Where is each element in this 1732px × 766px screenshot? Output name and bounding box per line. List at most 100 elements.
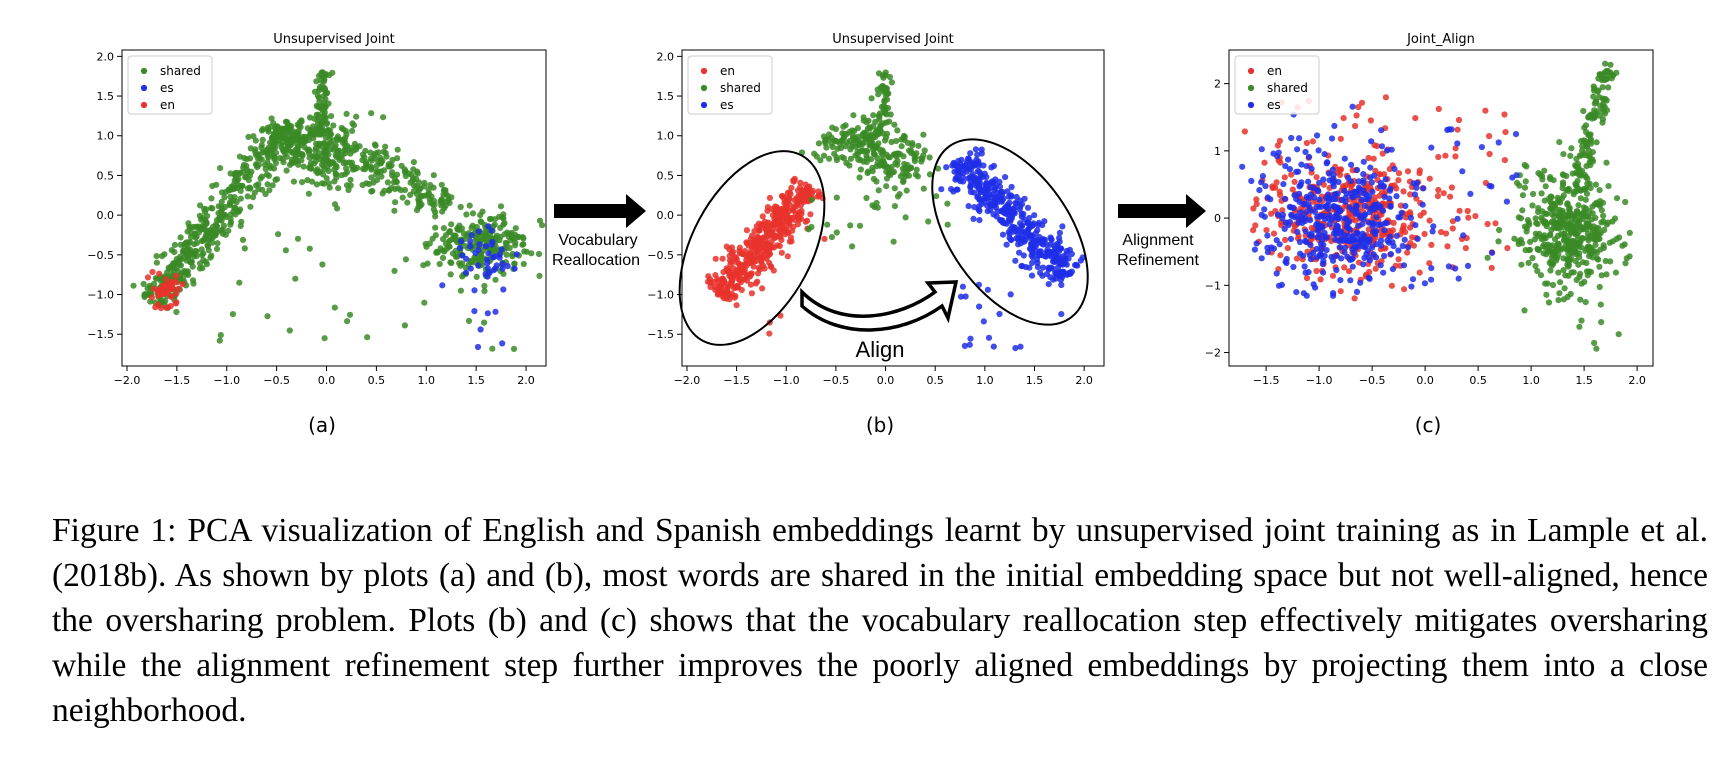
point-shared — [862, 134, 869, 141]
point-shared — [820, 152, 828, 159]
point-es — [1367, 164, 1374, 171]
point-es — [1286, 166, 1293, 173]
point-shared — [1551, 236, 1559, 243]
point-es — [980, 195, 987, 202]
point-es — [1045, 264, 1052, 271]
point-es — [1063, 261, 1070, 268]
point-shared — [428, 193, 435, 200]
point-es — [1387, 251, 1394, 258]
point-es — [1331, 203, 1338, 210]
point-shared — [218, 189, 226, 196]
point-es — [1381, 227, 1388, 234]
point-es — [1003, 241, 1010, 248]
point-es — [1012, 257, 1019, 264]
point-shared — [1527, 238, 1534, 245]
point-shared — [501, 231, 508, 238]
point-shared — [1517, 215, 1525, 222]
point-shared — [1555, 241, 1562, 248]
point-en — [1273, 179, 1280, 186]
point-shared — [1591, 113, 1599, 120]
legend-box — [1234, 55, 1320, 115]
point-es — [1267, 196, 1274, 203]
point-shared — [1539, 208, 1546, 215]
point-en — [173, 299, 180, 306]
point-es — [1371, 172, 1378, 179]
point-shared — [432, 213, 439, 220]
point-shared — [268, 115, 275, 122]
point-es — [493, 262, 500, 269]
point-shared — [849, 243, 856, 250]
point-es — [955, 176, 962, 183]
point-es — [1313, 245, 1320, 252]
point-shared — [343, 110, 350, 117]
point-es — [1303, 163, 1310, 170]
point-es — [1280, 181, 1287, 188]
point-shared — [369, 187, 376, 195]
point-shared — [1583, 220, 1590, 227]
point-es — [1307, 184, 1314, 191]
point-shared — [306, 163, 314, 170]
point-es — [992, 195, 999, 202]
point-shared — [319, 72, 326, 80]
point-es — [996, 183, 1004, 190]
point-shared — [863, 194, 870, 202]
point-shared — [848, 143, 855, 150]
x-tick-label: 0.0 — [1416, 374, 1434, 387]
point-shared — [913, 166, 920, 173]
point-es — [1346, 218, 1353, 225]
point-es — [1011, 205, 1018, 212]
point-shared — [854, 133, 861, 140]
point-shared — [353, 113, 360, 120]
point-en — [794, 187, 802, 194]
point-es — [1386, 195, 1393, 202]
y-tick-label: 0.5 — [657, 169, 675, 182]
point-es — [990, 343, 997, 350]
point-shared — [1546, 259, 1553, 266]
point-shared — [1538, 190, 1545, 197]
point-shared — [300, 163, 307, 170]
point-shared — [270, 136, 278, 143]
point-es — [959, 283, 967, 290]
point-shared — [171, 241, 178, 248]
point-en — [730, 265, 737, 272]
point-es — [1360, 171, 1367, 178]
point-es — [1303, 292, 1310, 299]
point-shared — [856, 222, 864, 229]
point-shared — [243, 156, 250, 163]
point-shared — [865, 168, 872, 175]
point-shared — [850, 112, 857, 119]
point-es — [1017, 240, 1024, 247]
point-shared — [269, 141, 276, 148]
point-shared — [314, 92, 321, 99]
point-en — [1376, 192, 1383, 199]
point-en — [764, 204, 772, 211]
point-es — [1347, 277, 1354, 284]
point-shared — [407, 191, 414, 198]
point-shared — [314, 166, 321, 173]
point-es — [1016, 249, 1023, 256]
point-shared — [1582, 196, 1589, 203]
point-es — [957, 293, 965, 300]
point-es — [1335, 178, 1342, 186]
point-shared — [882, 69, 889, 76]
point-shared — [1594, 88, 1601, 95]
point-shared — [883, 119, 890, 126]
point-es — [1454, 215, 1461, 222]
point-en — [179, 281, 186, 288]
point-shared — [188, 229, 195, 237]
point-shared — [183, 239, 190, 246]
point-shared — [813, 153, 820, 160]
point-shared — [292, 275, 299, 282]
point-es — [1380, 183, 1387, 190]
arrow-1-label-line1: Vocabulary — [558, 232, 637, 249]
point-shared — [1568, 145, 1575, 152]
point-shared — [1602, 60, 1609, 67]
point-shared — [1555, 197, 1562, 204]
point-es — [1028, 272, 1036, 279]
point-shared — [239, 236, 247, 243]
point-es — [1361, 202, 1368, 210]
point-shared — [306, 245, 313, 252]
point-shared — [825, 131, 833, 138]
point-shared — [275, 231, 282, 238]
point-es — [1059, 273, 1066, 280]
